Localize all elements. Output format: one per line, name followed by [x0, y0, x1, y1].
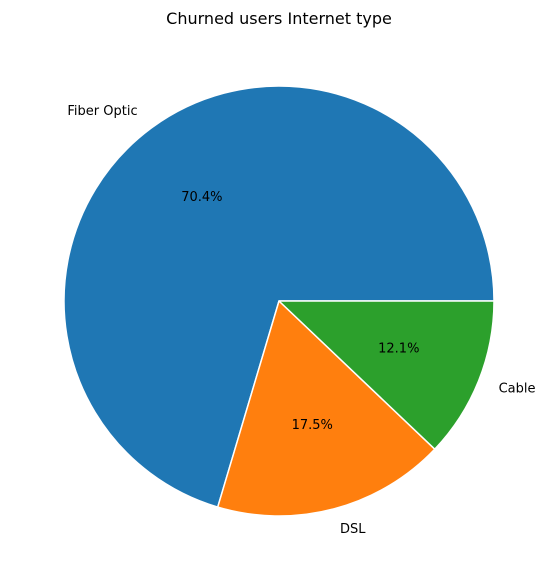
pie-slice-fiber-optic — [63, 85, 495, 508]
pie-slice-dsl — [216, 300, 436, 517]
pie-labels: Fiber Optic 70.4% DSL 17.5% Cable 12.1% — [67, 104, 535, 537]
slice-label-fiber-optic: Fiber Optic — [67, 104, 137, 119]
slice-label-dsl: DSL — [340, 522, 366, 537]
pie-slice-cable — [278, 300, 495, 450]
pie-slices — [63, 85, 495, 517]
slice-pct-cable: 12.1% — [378, 341, 419, 356]
slice-pct-fiber-optic: 70.4% — [181, 190, 222, 205]
slice-pct-dsl: 17.5% — [292, 418, 333, 433]
chart-title: Churned users Internet type — [166, 9, 392, 28]
slice-label-cable: Cable — [499, 381, 536, 396]
